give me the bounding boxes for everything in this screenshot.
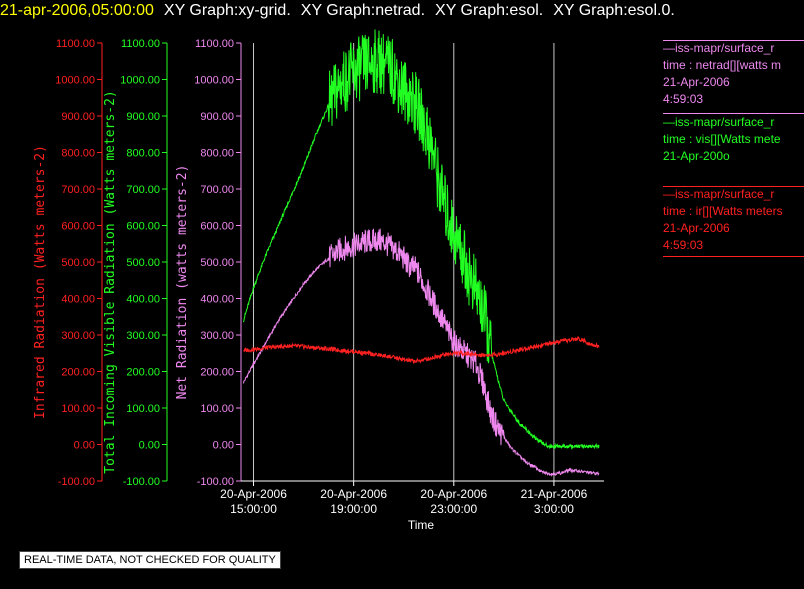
y-tick-label: 1100.00 <box>121 38 160 50</box>
legend-line: —iss-mapr/surface_r <box>663 187 775 201</box>
legend-line: —iss-mapr/surface_r <box>663 115 775 129</box>
legend-netrad-rule <box>663 40 804 41</box>
x-tick-label: 3:00:00 <box>534 502 574 516</box>
header-timestamp: 21-apr-2006,05:00:00 <box>0 2 154 19</box>
series-line-ir <box>243 335 600 365</box>
legend-line: 21-Apr-200o <box>663 149 730 163</box>
y-tick-label: 800.00 <box>200 148 234 160</box>
y-tick-label: 400.00 <box>61 294 95 306</box>
y-tick-label: 300.00 <box>61 330 95 342</box>
x-tick-label: 23:00:00 <box>430 502 477 516</box>
legend-netrad: —iss-mapr/surface_r time : netrad[][watt… <box>663 40 804 108</box>
y-tick-label: 500.00 <box>200 257 234 269</box>
x-tick-label: 15:00:00 <box>230 502 277 516</box>
y-tick-label: 700.00 <box>200 184 234 196</box>
y-tick-label: 1000.00 <box>55 75 95 87</box>
y-tick-label: 1100.00 <box>195 38 234 50</box>
legend-bottom-rule <box>663 256 804 257</box>
y-tick-label: 0.00 <box>213 440 234 452</box>
y-tick-label: -100.00 <box>58 476 95 488</box>
y-axis-label: Infrared Radiation (Watts meters-2) <box>33 145 48 419</box>
quality-notice: REAL-TIME DATA, NOT CHECKED FOR QUALITY <box>19 551 281 569</box>
legend-vis: —iss-mapr/surface_r time : vis[][Watts m… <box>663 114 804 165</box>
legend-ir: —iss-mapr/surface_r time : ir[][Watts me… <box>663 186 804 254</box>
y-tick-label: 200.00 <box>126 367 160 379</box>
y-tick-label: 900.00 <box>126 111 160 123</box>
y-tick-label: 300.00 <box>126 330 160 342</box>
y-tick-label: 500.00 <box>126 257 160 269</box>
y-tick-label: 100.00 <box>61 403 95 415</box>
y-tick-label: 400.00 <box>200 294 234 306</box>
legend-divider <box>663 113 804 114</box>
y-tick-label: 1000.00 <box>120 75 160 87</box>
y-tick-label: 600.00 <box>200 221 234 233</box>
legend-line: —iss-mapr/surface_r <box>663 41 775 55</box>
x-tick-label: 21-Apr-2006 <box>521 487 588 501</box>
series-line-netrad <box>243 228 600 477</box>
y-tick-label: 1000.00 <box>194 75 234 87</box>
x-axis-label: Time <box>408 518 435 532</box>
y-tick-label: 500.00 <box>61 257 95 269</box>
y-tick-label: 600.00 <box>126 221 160 233</box>
legend-line: time : netrad[][watts m <box>663 58 782 72</box>
y-tick-label: 800.00 <box>126 148 160 160</box>
graph-title-xy-grid: XY Graph:xy-grid. <box>163 2 291 19</box>
x-tick-label: 19:00:00 <box>330 502 377 516</box>
legend-line: time : vis[][Watts mete <box>663 132 781 146</box>
y-tick-label: 900.00 <box>200 111 234 123</box>
y-tick-label: 200.00 <box>61 367 95 379</box>
y-tick-label: 700.00 <box>126 184 160 196</box>
graph-title-netrad: XY Graph:netrad. <box>300 2 426 19</box>
series-line-vis <box>243 29 600 450</box>
legend-ir-rule <box>663 186 804 187</box>
x-tick-label: 20-Apr-2006 <box>420 487 487 501</box>
y-tick-label: 0.00 <box>74 440 95 452</box>
chart-header: 21-apr-2006,05:00:00 XY Graph:xy-grid. XY … <box>0 2 675 20</box>
legend-line: 4:59:03 <box>663 238 704 252</box>
y-tick-label: 100.00 <box>126 403 160 415</box>
y-tick-label: 800.00 <box>61 148 95 160</box>
legend-line: 4:59:03 <box>663 92 704 106</box>
legend-line: 21-Apr-2006 <box>663 221 730 235</box>
y-tick-label: 200.00 <box>200 367 234 379</box>
legend-line: 21-Apr-2006 <box>663 75 730 89</box>
y-tick-label: 100.00 <box>200 403 234 415</box>
y-axis-label: Total Incoming Visible Radiation (Watts … <box>103 90 118 474</box>
y-tick-label: 900.00 <box>61 111 95 123</box>
graph-title-esol-0: XY Graph:esol.0. <box>553 2 675 19</box>
y-tick-label: 600.00 <box>61 221 95 233</box>
y-axis-label: Net Radiation (watts meters-2) <box>175 165 190 400</box>
y-tick-label: -100.00 <box>197 476 234 488</box>
graph-title-esol: XY Graph:esol. <box>435 2 544 19</box>
y-tick-label: 300.00 <box>200 330 234 342</box>
y-tick-label: 400.00 <box>126 294 160 306</box>
y-tick-label: 700.00 <box>61 184 95 196</box>
y-tick-label: 1100.00 <box>56 38 95 50</box>
y-tick-label: 0.00 <box>139 440 160 452</box>
x-tick-label: 20-Apr-2006 <box>320 487 387 501</box>
y-tick-label: -100.00 <box>123 476 160 488</box>
legend-line: time : ir[][Watts meters <box>663 204 783 218</box>
x-tick-label: 20-Apr-2006 <box>220 487 287 501</box>
